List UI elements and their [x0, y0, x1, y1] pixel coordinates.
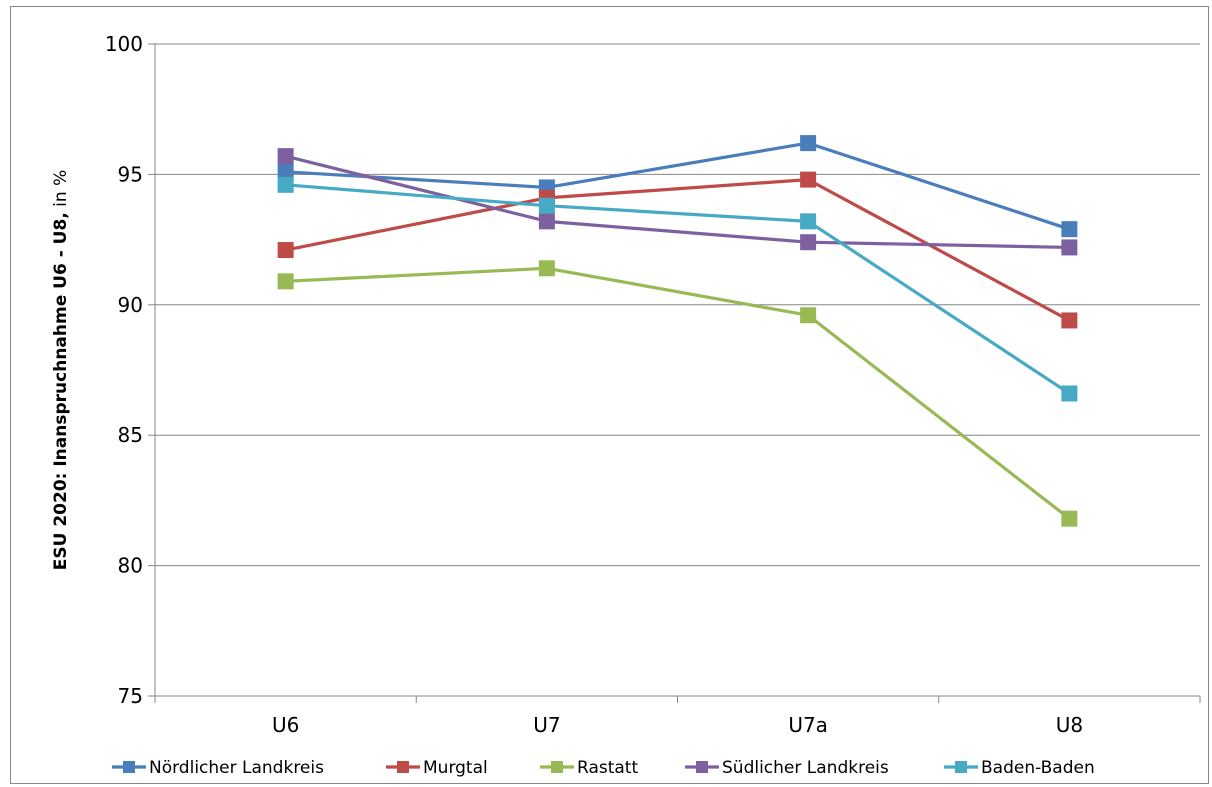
y-tick-label: 85 [118, 423, 143, 447]
data-point [800, 307, 817, 324]
x-tick-label: U7a [788, 713, 828, 737]
x-tick-label: U6 [272, 713, 299, 737]
series-group [277, 135, 1078, 527]
y-axis-title-main: ESU 2020: Inanspruchnahme U6 - U8, [51, 212, 71, 570]
data-point [538, 197, 555, 214]
legend-marker [123, 761, 135, 773]
y-tick-label: 75 [118, 684, 143, 708]
legend-marker [397, 761, 409, 773]
legend-marker [955, 761, 967, 773]
data-point [800, 135, 817, 152]
data-point [538, 213, 555, 230]
y-tick-label: 90 [118, 293, 143, 317]
y-axis-title: ESU 2020: Inanspruchnahme U6 - U8, in % [51, 170, 71, 571]
data-point [800, 234, 817, 251]
series [277, 260, 1078, 527]
series-line [285, 183, 1071, 395]
series [277, 135, 1078, 238]
x-tick-label: U8 [1056, 713, 1083, 737]
data-point [800, 171, 817, 188]
series-line [285, 141, 1070, 231]
series [277, 176, 1078, 402]
axes: 75 80 85 90 95 100 U6 U7 U7a U8 ESU 2020: Inanspru… [51, 32, 1201, 737]
data-point [1061, 510, 1078, 527]
legend-label: Baden-Baden [981, 758, 1095, 778]
legend-label: Südlicher Landkreis [722, 758, 889, 778]
y-tick-label: 80 [118, 554, 143, 578]
series-line [285, 178, 1071, 322]
y-tick-label: 100 [105, 32, 143, 56]
x-tick-label: U7 [533, 713, 560, 737]
legend-label: Rastatt [577, 758, 638, 778]
legend: Nördlicher Landkreis Murgtal Rastatt Südlic… [112, 758, 1095, 778]
data-point [1061, 239, 1078, 256]
legend-marker [696, 761, 708, 773]
series-line [285, 266, 1071, 520]
data-point [277, 148, 294, 165]
legend-label: Murgtal [423, 758, 488, 778]
data-point [538, 260, 555, 277]
series [277, 148, 1078, 256]
y-tick-label: 95 [118, 162, 143, 186]
data-point [1061, 221, 1078, 238]
data-point [1061, 312, 1078, 329]
y-axis-title-unit: in % [51, 170, 71, 212]
data-point [277, 273, 294, 290]
data-point [800, 213, 817, 230]
data-point [277, 242, 294, 259]
chart-frame [10, 6, 1209, 784]
data-point [1061, 385, 1078, 402]
data-point [277, 163, 294, 180]
data-point [277, 176, 294, 193]
legend-label: Nördlicher Landkreis [149, 758, 324, 778]
legend-marker [551, 761, 563, 773]
series-line [285, 154, 1070, 250]
